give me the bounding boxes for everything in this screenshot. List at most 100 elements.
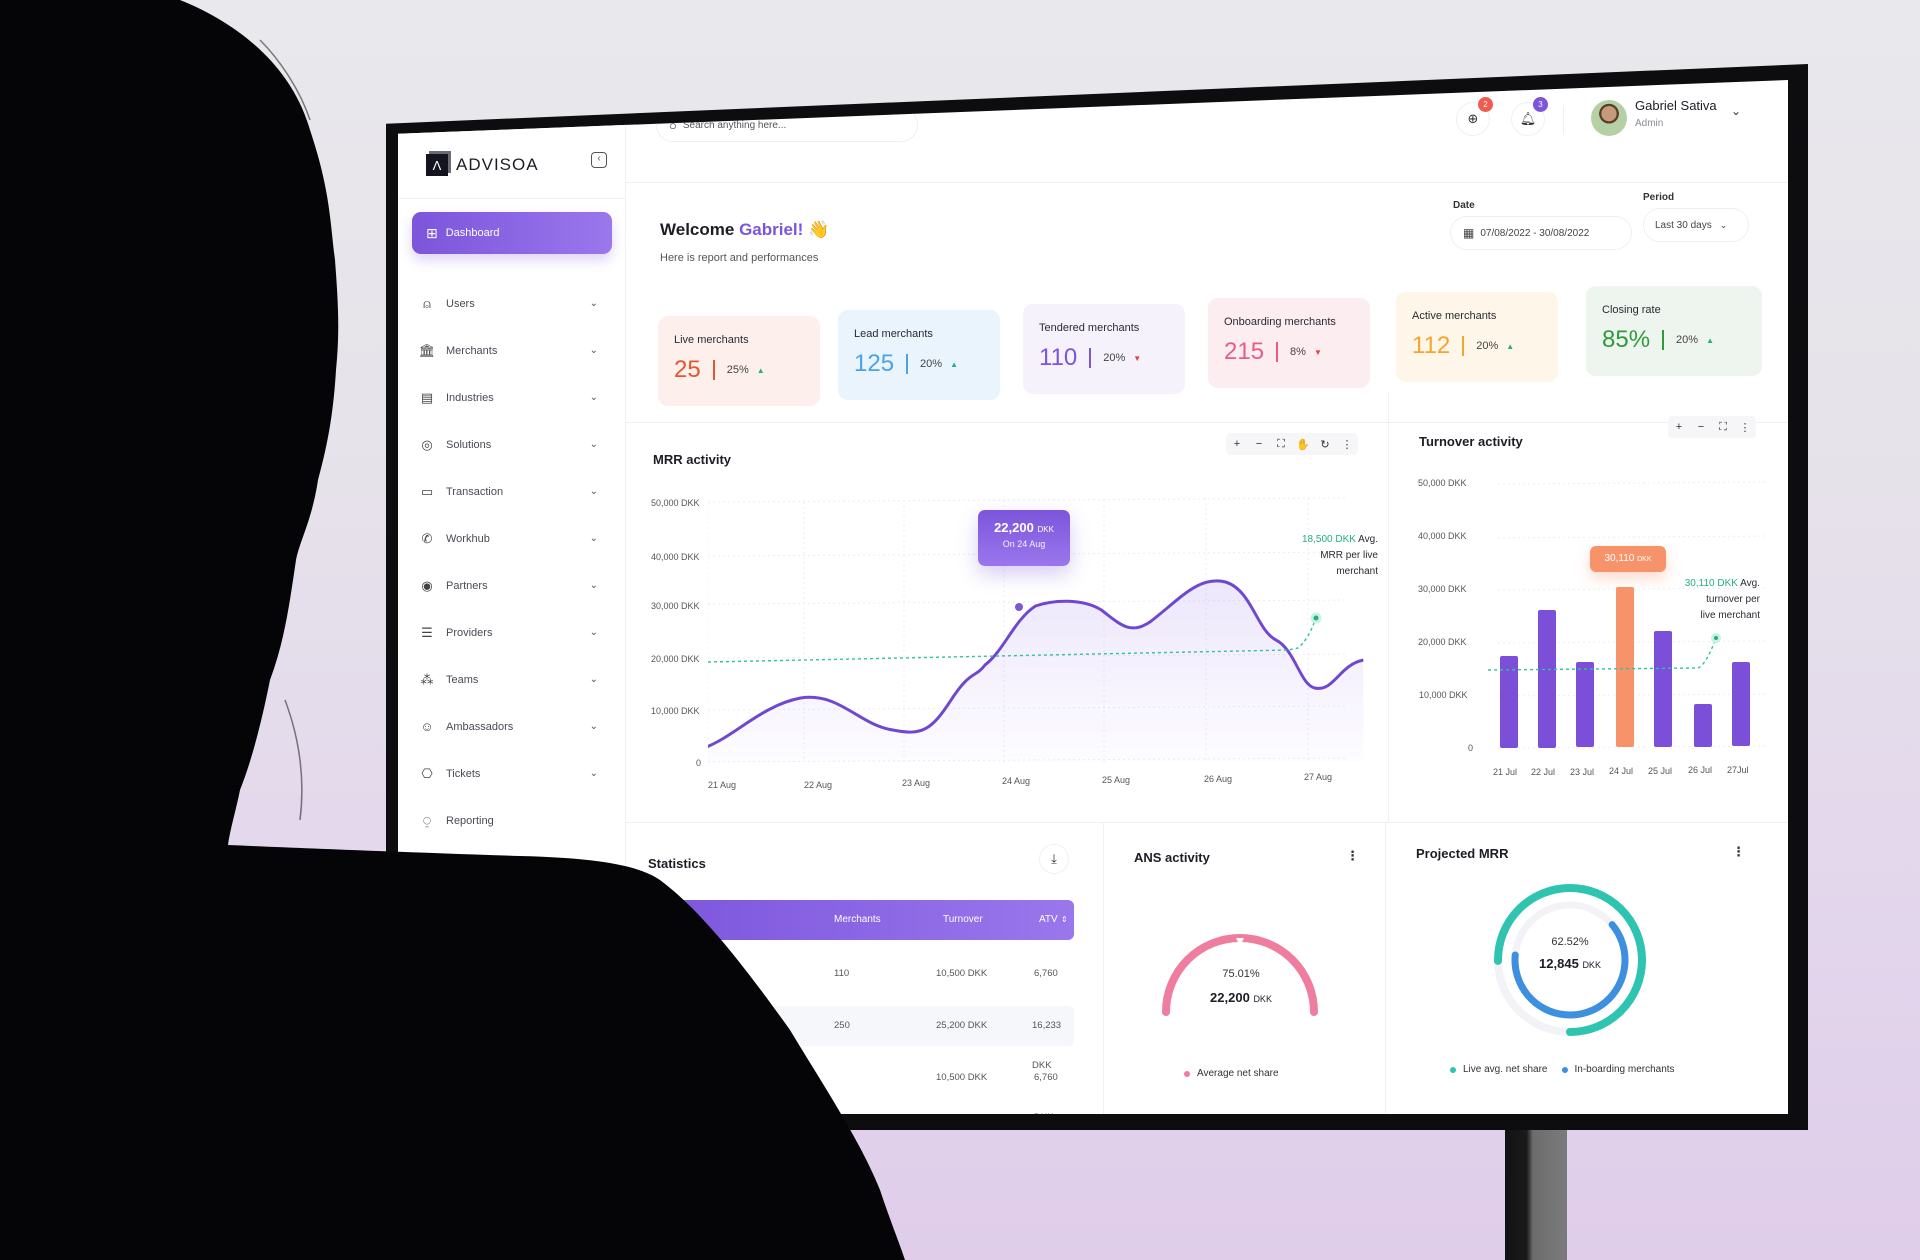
more-menu-icon[interactable]: ⋮ [1341, 438, 1353, 451]
sidebar: Λ ADVISOA ‹ ⊞ Dashboard ⍝ Users ⌄ 🏛 Merc… [398, 80, 626, 1114]
zoom-out-icon[interactable]: − [1697, 421, 1705, 433]
x-tick: 27Jul [1727, 765, 1749, 775]
sidebar-item-ambassadors[interactable]: ☺ Ambassadors ⌄ [418, 703, 608, 750]
projected-more-menu-icon[interactable]: ⋮ [1732, 844, 1745, 859]
y-tick: 10,000 DKK [1419, 690, 1468, 700]
fullscreen-icon[interactable]: ⛶ [1719, 420, 1727, 433]
sidebar-item-merchants[interactable]: 🏛 Merchants ⌄ [418, 327, 608, 374]
download-button[interactable]: ⤓ [1039, 844, 1069, 874]
sidebar-item-label: Providers [446, 626, 493, 639]
column-header-merchants[interactable]: Merchants [834, 914, 881, 925]
kpi-change: 8% [1290, 346, 1306, 358]
projected-percent: 62.52% [1551, 936, 1589, 948]
tooltip-unit: DKK [1637, 556, 1652, 563]
sort-icon[interactable]: ⇕ [1061, 915, 1068, 924]
mrr-title: MRR activity [653, 452, 732, 467]
x-tick: 21 Aug [708, 780, 737, 790]
team-icon: ⁂ [420, 671, 434, 687]
sidebar-item-workhub[interactable]: ✆ Workhub ⌄ [418, 515, 608, 562]
bell-icon: 🔔︎ [1519, 111, 1537, 126]
annotation-text: MRR per live [1320, 550, 1378, 561]
x-tick: 25 Aug [1102, 775, 1131, 785]
chevron-down-icon: ⌄ [589, 345, 598, 356]
kpi-label: Closing rate [1602, 304, 1661, 316]
ans-more-menu-icon[interactable]: ⋮ [1346, 848, 1359, 863]
sidebar-item-partners[interactable]: ◉ Partners ⌄ [418, 562, 608, 609]
period-select[interactable]: Last 30 days ⌄ [1643, 208, 1749, 242]
kpi-value: 215 [1224, 338, 1265, 365]
add-activity-button[interactable]: ⊕ 2 [1456, 97, 1493, 136]
y-tick: 30,000 DKK [651, 601, 700, 611]
divider [398, 198, 625, 199]
kpi-card-closing-rate[interactable]: Closing rate 85% 20% ▲ [1586, 286, 1762, 376]
zoom-out-icon[interactable]: − [1255, 438, 1263, 450]
collapse-sidebar-button[interactable]: ‹ [591, 152, 607, 168]
divider [1563, 105, 1564, 135]
kpi-card-active-merchants[interactable]: Active merchants 112 20% ▲ [1396, 292, 1558, 382]
sidebar-item-reporting[interactable]: ⍜ Reporting [418, 797, 608, 844]
ans-value: 22,200 DKK [1176, 990, 1306, 1005]
trend-down-icon: ▼ [1313, 347, 1322, 357]
chevron-down-icon: ⌄ [589, 439, 598, 450]
divider [906, 354, 909, 374]
sidebar-item-label: Users [446, 297, 475, 310]
sidebar-item-solutions[interactable]: ◎ Solutions ⌄ [418, 421, 608, 468]
column-header-atv[interactable]: ATV [1039, 914, 1058, 925]
receipt-icon: ▭ [420, 483, 434, 499]
legend-label: In-boarding merchants [1574, 1064, 1675, 1075]
kpi-card-onboarding-merchants[interactable]: Onboarding merchants 215 8% ▼ [1208, 298, 1370, 388]
award-icon: ◉ [421, 577, 433, 593]
pan-hand-icon[interactable]: ✋ [1296, 438, 1310, 451]
chevron-down-icon: ⌄ [589, 486, 598, 497]
column-header-turnover[interactable]: Turnover [943, 914, 983, 925]
legend-dot [1561, 1066, 1568, 1073]
zoom-in-icon[interactable]: + [1233, 438, 1241, 450]
x-tick: 23 Aug [902, 778, 931, 788]
cell-merchants: 250 [834, 1020, 850, 1031]
page-title: Welcome Gabriel! 👋 [660, 220, 829, 240]
zoom-in-icon[interactable]: + [1675, 421, 1683, 433]
sidebar-item-dashboard[interactable]: ⊞ Dashboard [412, 212, 612, 254]
notification-badge: 3 [1533, 97, 1548, 112]
ans-percent: 75.01% [1222, 968, 1260, 980]
fullscreen-icon[interactable]: ⛶ [1277, 437, 1285, 450]
cell-turnover: 25,200 DKK [936, 1020, 988, 1031]
divider [626, 422, 1788, 423]
sidebar-item-providers[interactable]: ☰ Providers ⌄ [418, 609, 608, 656]
sidebar-item-industries[interactable]: ▤ Industries ⌄ [418, 374, 608, 421]
annotation-text: Avg. [1358, 534, 1378, 545]
sidebar-item-label: Dashboard [445, 227, 500, 239]
grid-icon: ⊞ [426, 224, 438, 241]
user-menu-chevron-icon[interactable]: ⌄ [1731, 104, 1742, 118]
date-range-picker[interactable]: ▦ 07/08/2022 - 30/08/2022 [1450, 216, 1632, 250]
kpi-label: Lead merchants [854, 328, 933, 340]
kpi-card-tendered-merchants[interactable]: Tendered merchants 110 20% ▼ [1023, 304, 1185, 394]
avatar[interactable] [1591, 100, 1627, 136]
brand-logo[interactable]: Λ ADVISOA [426, 150, 606, 180]
welcome-greeting: Welcome [660, 220, 735, 239]
annotation-text: merchant [1336, 566, 1378, 577]
reset-icon[interactable]: ↻ [1320, 438, 1330, 451]
value: 22,200 [1210, 990, 1250, 1005]
more-menu-icon[interactable]: ⋮ [1739, 421, 1751, 434]
unit: DKK [1253, 994, 1272, 1004]
phone-icon: ✆ [421, 530, 433, 546]
kpi-card-lead-merchants[interactable]: Lead merchants 125 20% ▲ [838, 310, 1000, 400]
sidebar-item-transaction[interactable]: ▭ Transaction ⌄ [418, 468, 608, 515]
chevron-down-icon: ⌄ [589, 721, 598, 732]
sidebar-item-tickets[interactable]: ⎔ Tickets ⌄ [418, 750, 608, 797]
divider [1388, 392, 1389, 822]
y-tick: 0 [1468, 743, 1474, 753]
sidebar-item-hidden[interactable]: ⌄ [418, 844, 608, 891]
notifications-button[interactable]: 🔔︎ 3 [1511, 97, 1548, 136]
document-icon: ☰ [421, 624, 433, 640]
y-tick: 10,000 DKK [651, 706, 700, 716]
kpi-card-live-merchants[interactable]: Live merchants 25 25% ▲ [658, 316, 820, 406]
sidebar-item-users[interactable]: ⍝ Users ⌄ [418, 280, 608, 327]
x-tick: 24 Jul [1609, 766, 1634, 776]
annotation-text: Avg. [1740, 578, 1760, 589]
cell-atv: 6,760 DKK [1034, 1072, 1058, 1114]
period-label: Period [1643, 192, 1675, 203]
cell-turnover: 10,500 DKK [936, 968, 988, 979]
sidebar-item-teams[interactable]: ⁂ Teams ⌄ [418, 656, 608, 703]
